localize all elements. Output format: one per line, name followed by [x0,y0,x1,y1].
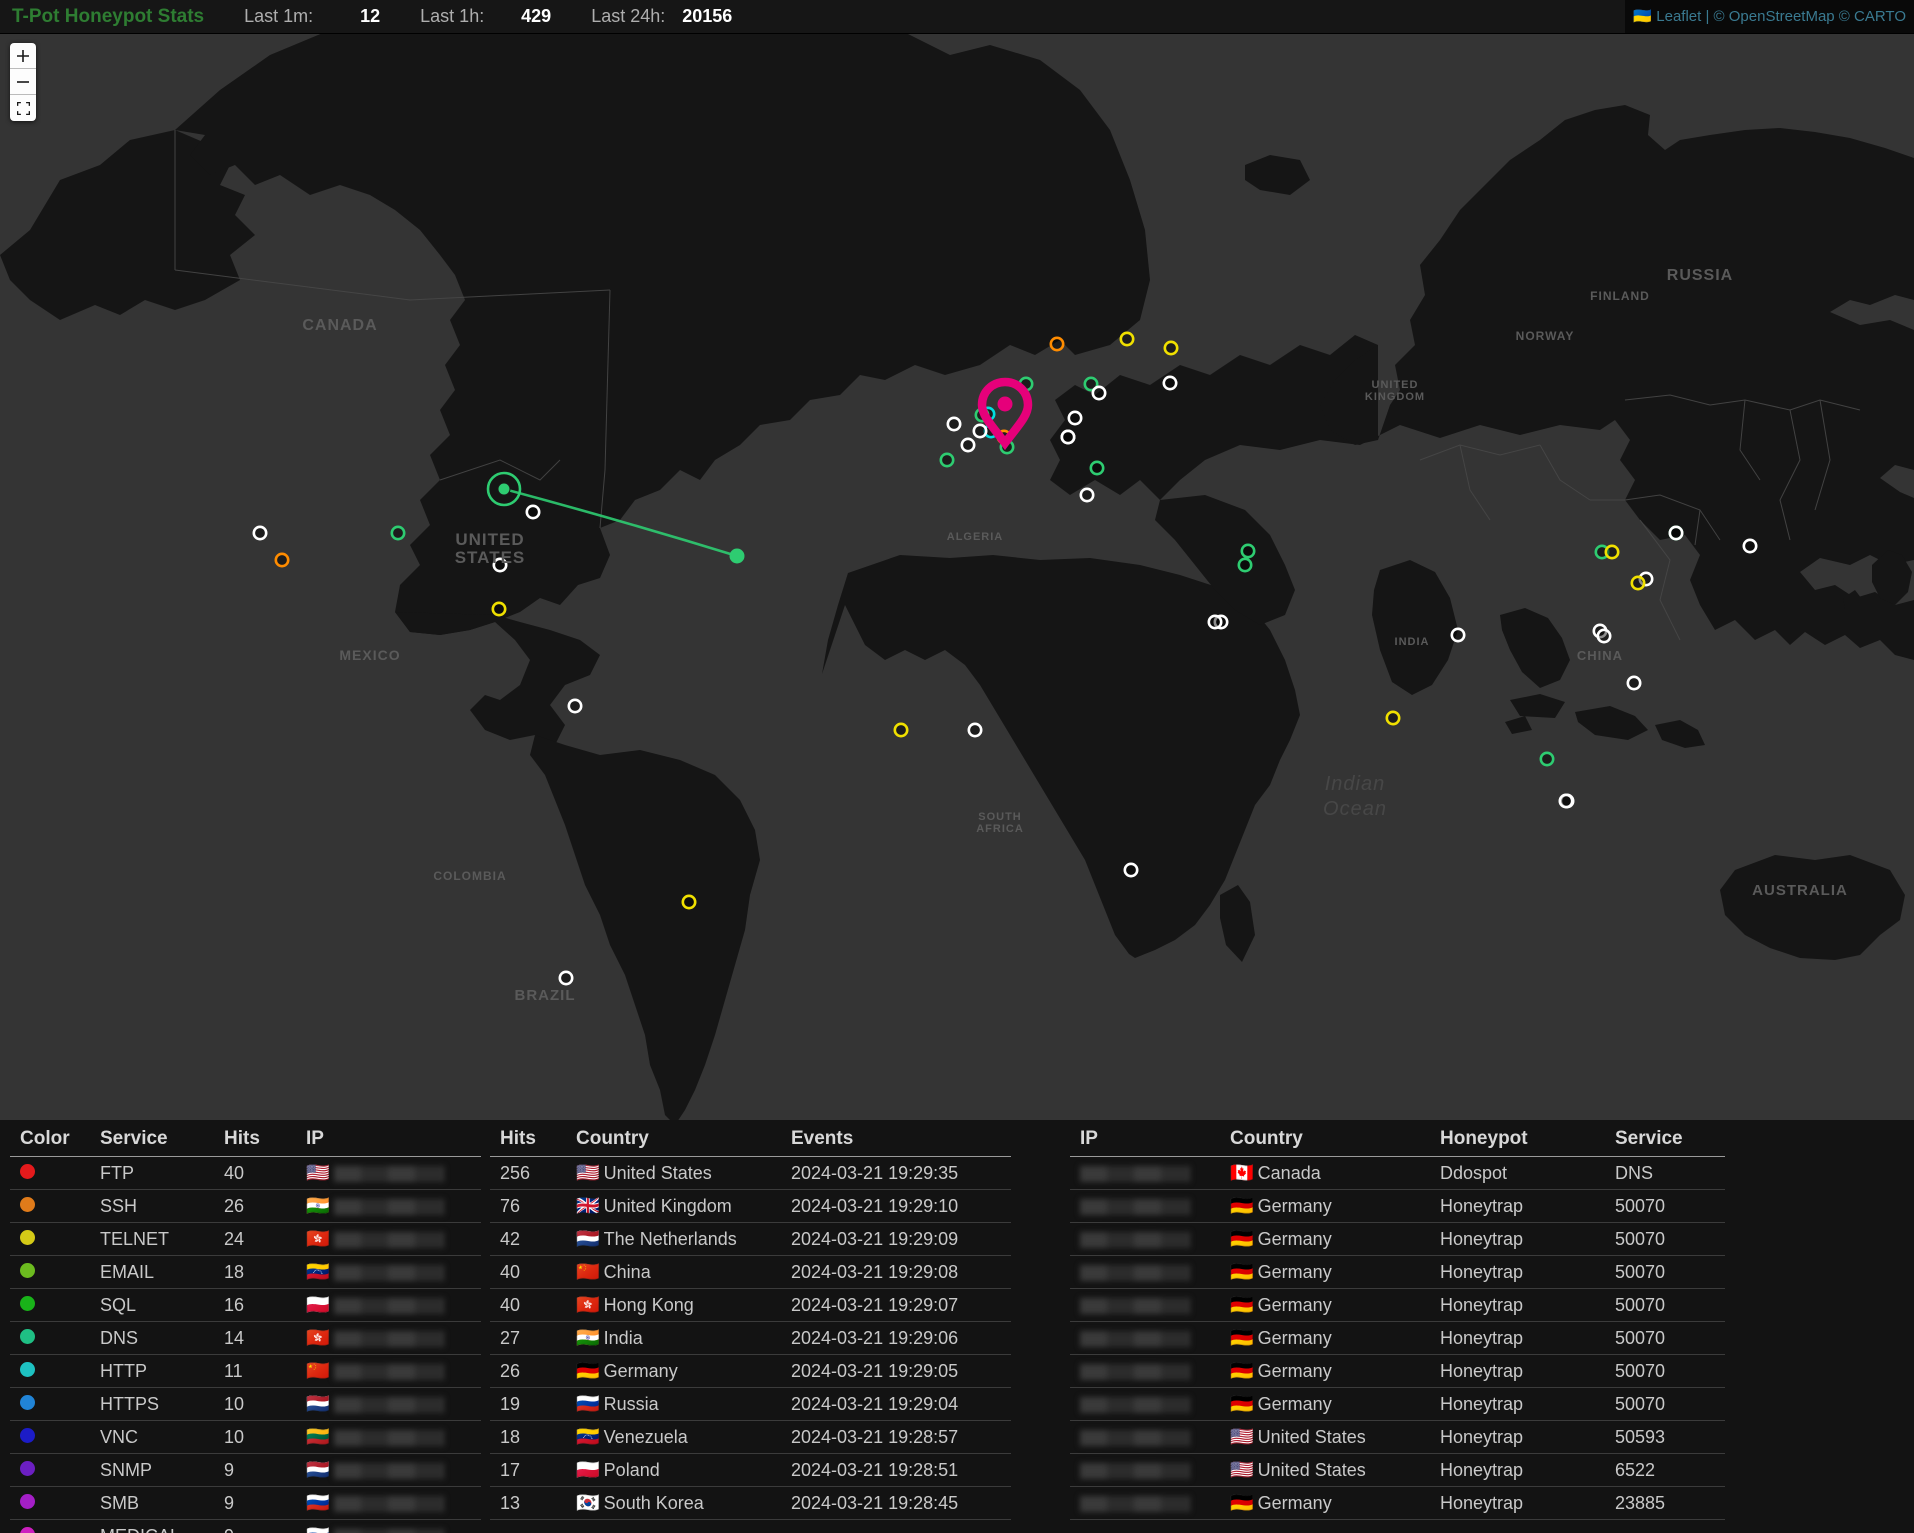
svg-text:Indian: Indian [1325,773,1386,795]
svg-text:FINLAND: FINLAND [1590,289,1650,303]
svg-text:BRAZIL: BRAZIL [515,987,576,1004]
svg-text:MEXICO: MEXICO [339,647,400,663]
svg-text:COLOMBIA: COLOMBIA [433,869,506,883]
svg-text:SOUTH: SOUTH [978,811,1022,823]
svg-text:AUSTRALIA: AUSTRALIA [1752,882,1848,899]
svg-text:STATES: STATES [455,548,526,567]
svg-text:UNITED: UNITED [1372,379,1419,391]
svg-text:NORWAY: NORWAY [1516,329,1575,343]
svg-text:Ocean: Ocean [1323,798,1387,820]
svg-text:ALGERIA: ALGERIA [947,531,1004,543]
svg-text:CHINA: CHINA [1577,648,1623,663]
svg-text:RUSSIA: RUSSIA [1667,267,1733,284]
svg-text:UNITED: UNITED [455,530,524,549]
svg-text:INDIA: INDIA [1395,636,1430,648]
svg-text:KINGDOM: KINGDOM [1365,391,1425,403]
svg-text:CANADA: CANADA [302,317,377,334]
svg-text:AFRICA: AFRICA [976,823,1024,835]
